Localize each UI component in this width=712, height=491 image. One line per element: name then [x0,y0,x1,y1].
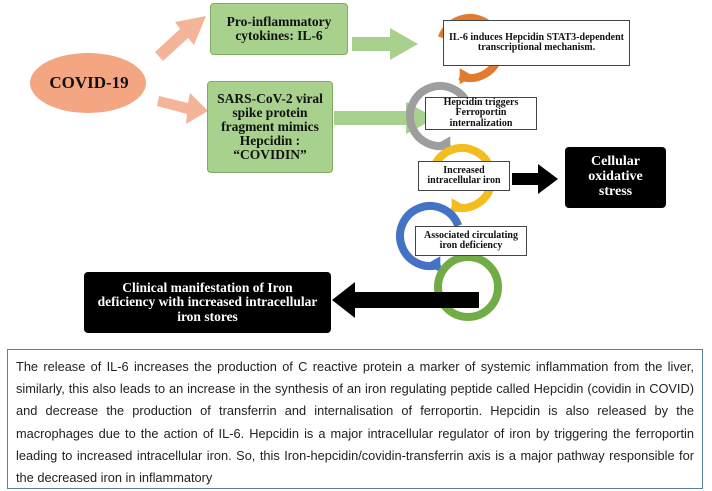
caption-text: The release of IL-6 increases the produc… [7,349,703,489]
step-ring-4 [396,202,462,270]
covid-oval [30,53,146,113]
arrow-to-spike [157,93,208,124]
step-ring-5 [434,253,503,321]
step-ring-arrowhead [451,198,466,215]
arrow-cytokines-to-step1 [352,28,418,60]
covid-label: COVID-19 [49,73,129,92]
step1-label: IL-6 induces Hepcidin STAT3-dependent tr… [443,20,630,66]
arrow-to-clinical [332,282,479,318]
oxidative-stress-box: Cellular oxidative stress [565,147,666,208]
arrow-to-cytokines [155,16,206,61]
arrow-spike-to-step2 [334,102,436,134]
step-ring-2 [406,82,472,150]
step2-label: Hepcidin triggers Ferroportin internaliz… [425,97,537,130]
diagram-graphics [30,14,558,321]
arrow-to-oxidative-stress [512,164,558,194]
iron-pathway-diagram: COVID-19 Pro-inflammatory cytokines: IL-… [30,3,666,333]
spike-box: SARS-CoV-2 viral spike protein fragment … [207,81,333,173]
step3-label: Increased intracellular iron [418,161,510,191]
step-ring-arrowhead [426,256,441,273]
step-ring-arrowhead [459,68,474,85]
clinical-manifestation-box: Clinical manifestation of Iron deficienc… [84,272,331,333]
step4-label: Associated circulating iron deficiency [415,226,527,256]
proinflammatory-box: Pro-inflammatory cytokines: IL-6 [210,3,348,55]
